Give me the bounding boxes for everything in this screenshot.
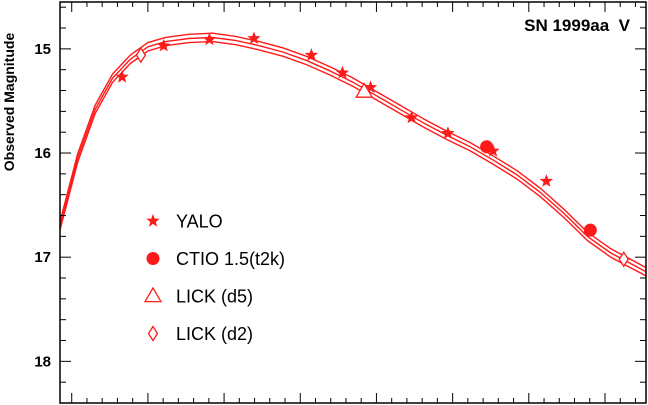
y-axis-label: Observed Magnitude <box>1 33 17 172</box>
legend-marker-filled-circle <box>146 252 160 265</box>
axis-ticks <box>60 2 646 404</box>
chart-title: SN 1999aa V <box>524 16 631 35</box>
data-point-star <box>404 110 419 124</box>
legend-marker-star <box>146 214 160 227</box>
legend: YALO CTIO 1.5(t2k) LICK (d5) LICK (d2) <box>143 212 285 344</box>
legend-marker-open-diamond <box>147 325 159 342</box>
data-point-star <box>363 80 378 94</box>
y-tick-label: 17 <box>34 249 51 266</box>
data-point-star <box>539 174 553 187</box>
data-point-filled-circle <box>583 223 597 237</box>
data-point-filled-circle <box>480 140 494 154</box>
fit-curve-2 <box>59 36 647 273</box>
data-point-star <box>486 143 500 157</box>
data-point-star <box>115 70 129 83</box>
data-point-star <box>247 31 261 45</box>
legend-marker-open-triangle <box>143 286 163 303</box>
data-point-star <box>304 48 319 61</box>
fit-curve-1 <box>59 32 647 269</box>
fit-curve-3 <box>59 40 647 277</box>
data-point-star <box>441 126 455 139</box>
legend-label: LICK (d5) <box>176 287 253 307</box>
plot-frame <box>59 1 647 404</box>
data-point-open-triangle <box>354 82 374 98</box>
data-point-open-diamond <box>618 251 630 268</box>
data-point-star <box>157 38 171 52</box>
data-point-star <box>335 65 350 79</box>
data-point-star <box>202 32 217 46</box>
fit-curves <box>59 32 647 277</box>
data-point-open-diamond <box>135 46 147 64</box>
y-tick-label: 15 <box>34 41 51 58</box>
y-tick-labels: 15 16 17 18 <box>34 41 51 370</box>
y-tick-label: 16 <box>34 145 51 162</box>
legend-label: YALO <box>176 212 223 232</box>
data-markers <box>115 31 630 268</box>
legend-label: CTIO 1.5(t2k) <box>176 249 285 269</box>
legend-label: LICK (d2) <box>176 324 253 344</box>
y-tick-label: 18 <box>34 353 51 370</box>
